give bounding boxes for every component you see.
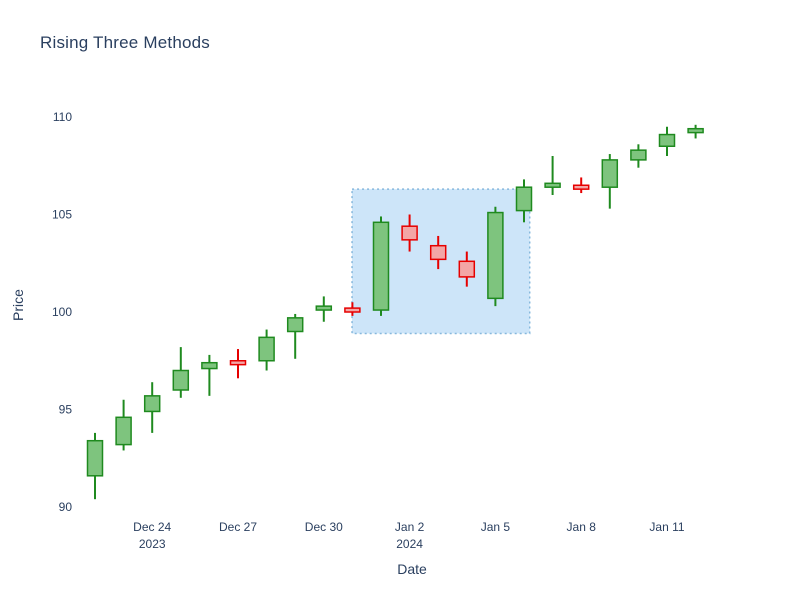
candle-jan-3[interactable] [429,235,447,270]
y-tick-label: 100 [52,305,72,319]
candle-dec-22[interactable] [86,432,104,500]
x-tick-label: Dec 30 [305,520,343,534]
candle-body [601,159,619,188]
x-tick-year-label: 2023 [139,537,166,551]
candle-body [572,184,590,190]
candle-jan-9[interactable] [601,154,619,209]
candle-body [286,317,304,333]
y-tick-label: 110 [53,110,72,124]
candle-body [401,225,418,241]
candle-jan-1[interactable] [372,216,390,316]
candle-body [515,186,533,212]
x-axis-title: Date [397,561,427,577]
candle-jan-4[interactable] [458,251,476,287]
candle-jan-12[interactable] [687,124,704,139]
candle-body [658,133,676,148]
candle-body [487,211,504,300]
candle-body [86,439,104,477]
candle-body [201,361,218,370]
candle-dec-27[interactable] [229,349,247,379]
candle-jan-2[interactable] [401,214,418,252]
candle-jan-6[interactable] [515,179,533,223]
candle-body [458,260,476,278]
candle-body [544,182,561,188]
y-tick-label: 95 [59,403,73,417]
candle-dec-24[interactable] [143,382,161,433]
candle-jan-5[interactable] [487,206,504,307]
candle-dec-31[interactable] [344,302,361,316]
candle-body [429,244,447,261]
candle-jan-11[interactable] [658,126,676,156]
x-tick-label: Dec 27 [219,520,257,534]
x-tick-label: Dec 24 [133,520,171,534]
candle-jan-7[interactable] [544,156,561,195]
candle-jan-8[interactable] [572,177,590,194]
candle-dec-23[interactable] [115,399,132,451]
candle-jan-10[interactable] [630,144,647,168]
x-tick-year-label: 2024 [396,537,423,551]
candle-body [372,221,390,311]
x-tick-label: Jan 11 [649,520,684,534]
candle-body [172,369,190,391]
candle-body [630,149,647,161]
candle-dec-30[interactable] [315,296,333,322]
y-tick-label: 90 [59,500,73,514]
candle-dec-25[interactable] [172,347,190,398]
candle-body [258,336,275,362]
candle-body [344,307,361,313]
x-tick-label: Jan 2 [395,520,425,534]
x-tick-label: Jan 5 [481,520,511,534]
candle-body [687,127,704,134]
candle-body [143,395,161,413]
y-tick-label: 105 [52,208,72,222]
candle-dec-28[interactable] [258,329,275,371]
candle-body [315,305,333,311]
y-axis-title: Price [10,289,26,321]
candle-dec-26[interactable] [201,354,218,396]
candle-body [229,360,247,366]
candle-dec-29[interactable] [286,313,304,359]
chart-title: Rising Three Methods [40,33,210,52]
candle-body [115,416,132,446]
x-tick-label: Jan 8 [567,520,597,534]
